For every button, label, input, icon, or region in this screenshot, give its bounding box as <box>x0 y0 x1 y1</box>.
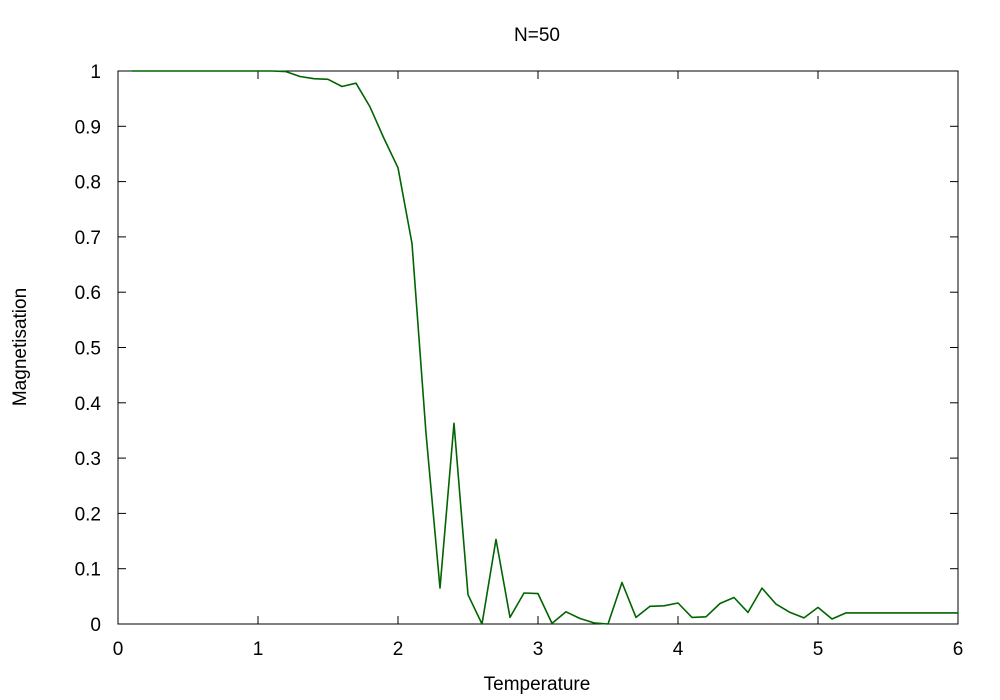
x-tick-label: 2 <box>393 639 404 660</box>
x-tick-label: 0 <box>113 639 124 660</box>
x-tick-label: 1 <box>253 639 264 660</box>
y-tick-label: 0.3 <box>75 449 101 470</box>
x-axis-label: Temperature <box>484 674 591 695</box>
y-tick-label: 0.1 <box>75 560 101 581</box>
y-tick-label: 0.7 <box>75 228 101 249</box>
series-line <box>132 70 958 625</box>
chart-title: N=50 <box>514 25 560 46</box>
y-tick-label: 0.2 <box>75 504 101 525</box>
plot-frame <box>117 70 959 625</box>
y-tick-label: 1 <box>90 62 101 83</box>
y-tick-label: 0.6 <box>75 283 101 304</box>
x-tick-labels: 0 1 2 3 4 5 6 <box>113 639 964 660</box>
x-tick-label: 4 <box>673 639 684 660</box>
y-tick-labels: 0 0.1 0.2 0.3 0.4 0.5 0.6 0.7 0.8 0.9 1 <box>75 62 102 636</box>
x-tick-label: 5 <box>813 639 824 660</box>
axis-ticks <box>117 70 959 625</box>
y-tick-label: 0.5 <box>75 339 101 360</box>
x-tick-label: 3 <box>533 639 544 660</box>
y-tick-label: 0 <box>90 615 101 636</box>
y-tick-label: 0.9 <box>75 117 101 138</box>
y-tick-label: 0.4 <box>75 394 102 415</box>
x-tick-label: 6 <box>953 639 964 660</box>
y-tick-label: 0.8 <box>75 173 101 194</box>
y-axis-label: Magnetisation <box>10 288 31 406</box>
